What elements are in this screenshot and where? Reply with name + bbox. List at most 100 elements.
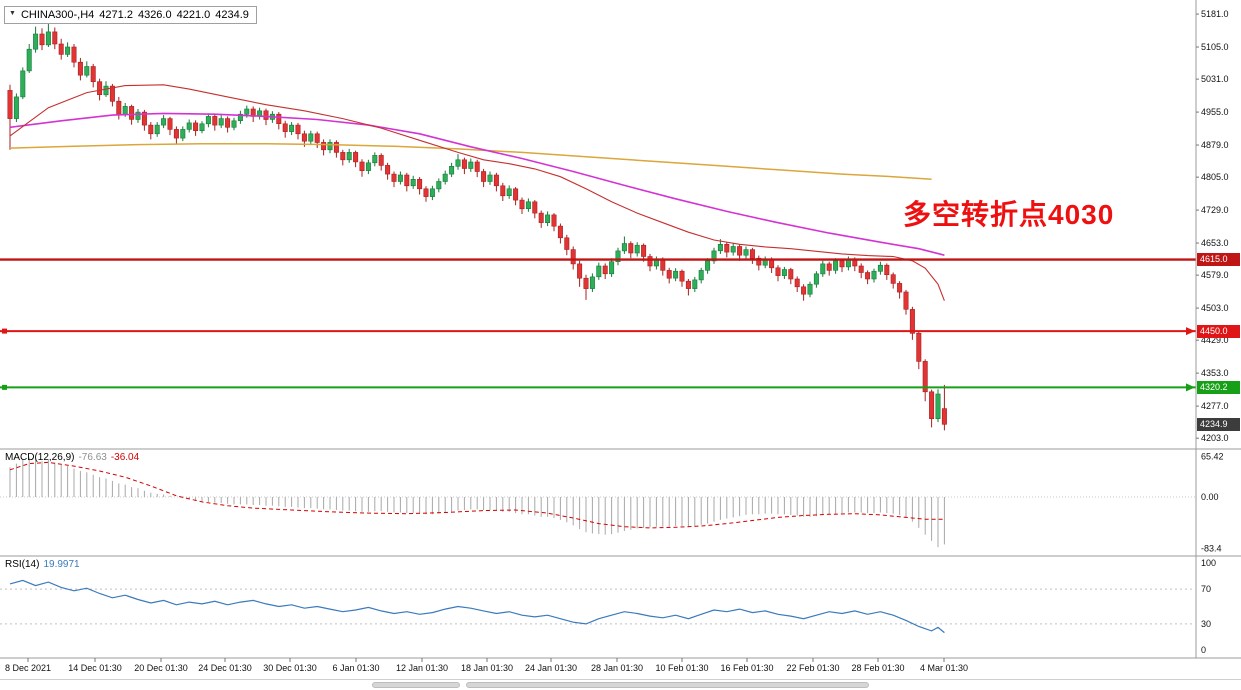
candle-body bbox=[237, 113, 243, 121]
candle-body bbox=[506, 188, 512, 197]
macd-tick-label: -83.4 bbox=[1201, 544, 1222, 554]
rsi-tick-label: 0 bbox=[1201, 645, 1206, 655]
candle-body bbox=[167, 118, 173, 130]
candle-body bbox=[391, 173, 397, 182]
candle-body bbox=[807, 283, 813, 295]
candle-body bbox=[84, 66, 90, 76]
candle-body bbox=[97, 81, 103, 95]
candle-body bbox=[404, 174, 410, 187]
candle-body bbox=[538, 212, 544, 223]
time-tick-label: 10 Feb 01:30 bbox=[655, 663, 708, 673]
price-tick-label: 4805.0 bbox=[1201, 172, 1229, 182]
macd-main-value: -76.63 bbox=[78, 452, 107, 463]
macd-name: MACD(12,26,9) bbox=[5, 452, 75, 463]
candle-body bbox=[609, 261, 615, 275]
candle-body bbox=[692, 279, 698, 289]
time-tick-label: 8 Dec 2021 bbox=[5, 663, 51, 673]
price-tick-label: 4277.0 bbox=[1201, 401, 1229, 411]
candle-body bbox=[711, 250, 717, 262]
candle-body bbox=[647, 256, 653, 267]
candle-body bbox=[7, 90, 13, 119]
candle-body bbox=[820, 263, 826, 275]
price-tick-label: 5181.0 bbox=[1201, 9, 1229, 19]
candle-body bbox=[551, 214, 557, 227]
candle-body bbox=[135, 111, 141, 120]
price-tick-label: 4503.0 bbox=[1201, 303, 1229, 313]
level-handle[interactable] bbox=[2, 384, 7, 390]
level-price-tag[interactable]: 4320.2 bbox=[1197, 380, 1240, 394]
candle-body bbox=[385, 165, 391, 175]
candle-body bbox=[378, 155, 384, 166]
candle-body bbox=[423, 188, 429, 197]
candle-body bbox=[794, 278, 800, 288]
price-tick-label: 4653.0 bbox=[1201, 238, 1229, 248]
candle-body bbox=[737, 246, 743, 256]
horizontal-scrollbar[interactable] bbox=[0, 679, 1241, 690]
level-arrow-icon bbox=[1186, 383, 1195, 392]
candle-body bbox=[826, 263, 832, 271]
candle-body bbox=[45, 31, 51, 46]
time-tick-label: 16 Feb 01:30 bbox=[720, 663, 773, 673]
candle-body bbox=[397, 174, 403, 182]
candle-body bbox=[583, 277, 589, 289]
candle-body bbox=[858, 265, 864, 273]
one-click-trading-toggle-icon[interactable]: ▼ bbox=[9, 10, 16, 17]
chart-text-annotation[interactable]: 多空转折点4030 bbox=[903, 199, 1115, 230]
candle-body bbox=[589, 276, 595, 289]
candle-body bbox=[148, 124, 154, 135]
time-tick-label: 24 Jan 01:30 bbox=[525, 663, 577, 673]
level-arrow-icon bbox=[1186, 327, 1195, 336]
rsi-value: 19.9971 bbox=[43, 559, 80, 570]
candle-body bbox=[493, 174, 499, 187]
candle-body bbox=[77, 61, 83, 76]
candle-body bbox=[903, 291, 909, 310]
low-value: 4221.0 bbox=[176, 8, 211, 21]
price-tick-label: 4203.0 bbox=[1201, 433, 1229, 443]
candle-body bbox=[65, 46, 71, 55]
candle-body bbox=[513, 188, 519, 201]
candle-body bbox=[225, 118, 231, 128]
candle-body bbox=[781, 269, 787, 276]
price-tick-label: 5031.0 bbox=[1201, 74, 1229, 84]
candle-body bbox=[282, 123, 288, 132]
candle-body bbox=[39, 33, 45, 46]
scrollbar-thumb-right[interactable] bbox=[466, 682, 869, 688]
close-value: 4234.9 bbox=[215, 8, 249, 21]
candle-body bbox=[890, 274, 896, 284]
candle-body bbox=[218, 118, 224, 126]
candle-body bbox=[122, 106, 128, 115]
candle-body bbox=[340, 152, 346, 161]
candle-body bbox=[71, 46, 77, 63]
level-handle[interactable] bbox=[2, 328, 7, 334]
candle-body bbox=[877, 264, 883, 272]
candle-body bbox=[141, 111, 147, 126]
candle-body bbox=[743, 249, 749, 256]
candle-body bbox=[263, 110, 269, 120]
time-tick-label: 20 Dec 01:30 bbox=[134, 663, 188, 673]
candle-body bbox=[289, 124, 295, 132]
candle-body bbox=[231, 120, 237, 128]
symbol-period-label: CHINA300-,H4 bbox=[20, 8, 95, 21]
candle-body bbox=[359, 161, 365, 171]
rsi-line bbox=[9, 579, 945, 634]
candle-body bbox=[372, 155, 378, 164]
price-tick-label: 4729.0 bbox=[1201, 205, 1229, 215]
candle-body bbox=[474, 161, 480, 172]
candle-body bbox=[212, 116, 218, 126]
candle-body bbox=[333, 142, 339, 153]
candle-body bbox=[557, 225, 563, 239]
candle-body bbox=[365, 162, 371, 171]
candle-body bbox=[833, 260, 839, 271]
price-tick-label: 4955.0 bbox=[1201, 107, 1229, 117]
candle-body bbox=[321, 142, 327, 151]
candle-body bbox=[532, 201, 538, 214]
scrollbar-thumb-left[interactable] bbox=[372, 682, 460, 688]
level-price-tag[interactable]: 4615.0 bbox=[1197, 253, 1240, 266]
candle-body bbox=[929, 391, 935, 419]
level-price-tag[interactable]: 4450.0 bbox=[1197, 324, 1240, 338]
candle-body bbox=[615, 250, 621, 262]
candle-body bbox=[730, 246, 736, 253]
candle-body bbox=[308, 133, 314, 142]
